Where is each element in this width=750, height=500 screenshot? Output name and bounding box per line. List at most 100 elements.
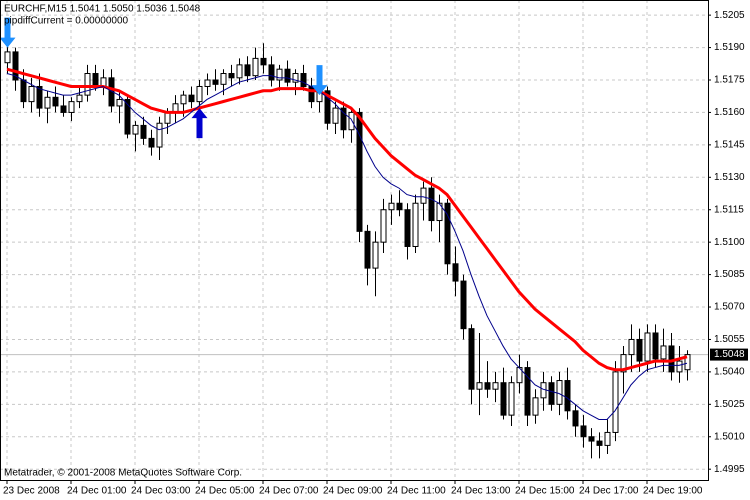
candle-body: [132, 124, 139, 135]
chart-title: EURCHF,M15 1.5041 1.5050 1.5036 1.5048: [4, 4, 201, 15]
candle-body: [4, 51, 11, 64]
candle-body: [468, 328, 475, 390]
y-tick-label: 1.5055: [714, 334, 745, 345]
candle-body: [204, 79, 211, 87]
candle-body: [532, 397, 539, 416]
subtitle: pipdiffCurrent = 0.00000000: [4, 16, 129, 27]
y-tick-label: 1.5130: [714, 172, 745, 183]
candle-body: [284, 68, 291, 83]
candle-body: [268, 64, 275, 81]
candle-body: [188, 94, 195, 103]
candle-body: [260, 57, 267, 66]
candle-body: [412, 202, 419, 247]
candle-body: [228, 73, 235, 79]
candle-body: [36, 85, 43, 109]
candle-body: [460, 280, 467, 330]
candle-body: [404, 209, 411, 247]
candle-body: [52, 96, 59, 107]
candle-body: [676, 360, 683, 373]
candle-body: [332, 107, 339, 124]
moving-average: [6, 67, 688, 372]
candle-body: [628, 338, 635, 356]
y-tick-label: 1.5175: [714, 75, 745, 86]
candle-body: [140, 124, 147, 139]
candle-body: [420, 187, 427, 204]
y-tick-label: 1.5070: [714, 302, 745, 313]
x-tick-label: 24 Dec 01:00: [67, 486, 127, 497]
candle-body: [252, 57, 259, 77]
candle-body: [292, 73, 299, 83]
candle-body: [212, 79, 219, 85]
x-tick-label: 24 Dec 19:00: [643, 486, 703, 497]
x-tick-label: 24 Dec 11:00: [387, 486, 446, 497]
candle-body: [500, 382, 507, 416]
x-tick-label: 24 Dec 03:00: [131, 486, 191, 497]
candle-body: [484, 382, 491, 390]
y-tick-label: 1.5145: [714, 140, 745, 151]
candle-body: [596, 440, 603, 446]
candle-body: [364, 230, 371, 269]
candle-body: [444, 202, 451, 265]
candle-body: [60, 105, 67, 113]
candle-body: [492, 382, 499, 390]
candle-body: [668, 345, 675, 373]
x-tick-label: 24 Dec 15:00: [515, 486, 575, 497]
candle-body: [276, 68, 283, 81]
candle-body: [452, 263, 459, 282]
candle-body: [28, 85, 35, 103]
candle-body: [476, 382, 483, 390]
candle-body: [380, 209, 387, 243]
candle-body: [660, 345, 667, 360]
candle-body: [612, 371, 619, 433]
candle-body: [356, 111, 363, 232]
candle-body: [12, 51, 19, 81]
candle-body: [620, 354, 627, 373]
last-price-box: [710, 348, 748, 361]
candle-body: [388, 202, 395, 211]
candle-body: [180, 94, 187, 105]
candle-body: [372, 241, 379, 269]
y-tick-label: 1.5025: [714, 399, 745, 410]
y-tick-label: 1.5160: [714, 107, 745, 118]
candle-body: [300, 73, 307, 87]
candle-body: [164, 111, 171, 124]
y-tick-label: 1.5010: [714, 431, 745, 442]
signal-arrow: [0, 17, 16, 48]
candle-body: [308, 85, 315, 103]
candle-body: [340, 107, 347, 131]
candle-body: [220, 73, 227, 85]
y-tick-label: 1.5115: [714, 204, 744, 215]
candle-body: [324, 90, 331, 124]
candle-body: [348, 111, 355, 131]
candle-body: [196, 85, 203, 103]
candle-body: [564, 380, 571, 412]
candle-body: [684, 354, 691, 371]
candle-body: [244, 64, 251, 77]
candle-body: [92, 73, 99, 87]
candle-body: [644, 332, 651, 362]
x-tick-label: 24 Dec 07:00: [259, 486, 319, 497]
candle-body: [68, 101, 75, 113]
candle-body: [548, 382, 555, 405]
x-tick-label: 24 Dec 13:00: [451, 486, 511, 497]
candle-body: [148, 137, 155, 148]
candle-body: [556, 380, 563, 405]
candle-body: [636, 338, 643, 362]
candle-body: [116, 98, 123, 107]
last-price-label: 1.5048: [714, 349, 745, 360]
candle-body: [580, 425, 587, 438]
candle-body: [156, 122, 163, 148]
x-tick-label: 24 Dec 09:00: [323, 486, 383, 497]
candle-body: [84, 73, 91, 96]
signal-arrow: [191, 108, 208, 139]
candle-body: [572, 410, 579, 427]
copyright: Metatrader, © 2001-2008 MetaQuotes Softw…: [4, 468, 242, 479]
plot-border: [0, 0, 709, 481]
candle-body: [76, 94, 83, 103]
candle-body: [396, 202, 403, 211]
candle-body: [20, 79, 27, 103]
x-tick-label: 24 Dec 05:00: [195, 486, 255, 497]
signal-arrow: [311, 65, 328, 96]
x-tick-label: 24 Dec 17:00: [579, 486, 639, 497]
